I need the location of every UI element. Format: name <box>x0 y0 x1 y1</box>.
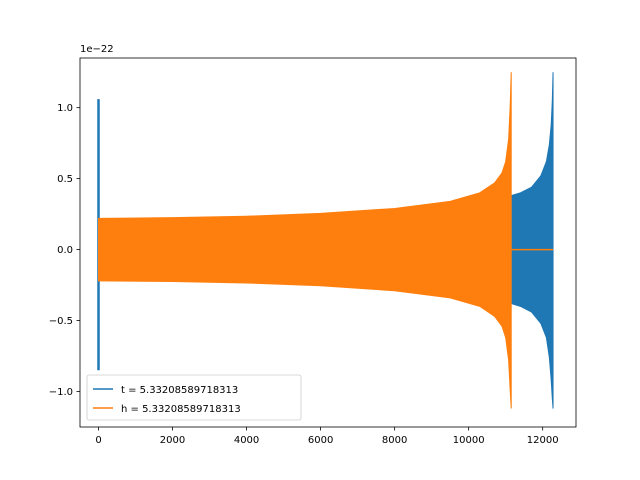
axes-frame <box>79 57 577 428</box>
legend-entry: h = 5.33208589718313 <box>121 404 241 415</box>
y-tick-label: 1.0 <box>57 103 73 114</box>
legend-box <box>86 374 302 421</box>
legend-entry: t = 5.33208589718313 <box>121 385 238 396</box>
y-tick-label: 0.5 <box>57 174 73 185</box>
series-t-oscillation-band <box>510 72 554 409</box>
y-tick-label: 0.0 <box>57 245 73 256</box>
y-scale-label: 1e−22 <box>80 44 114 55</box>
x-tick-label: 4000 <box>234 435 259 446</box>
y-axis: −1.0 −0.5 0.0 0.5 1.0 <box>49 103 80 398</box>
y-tick-label: −0.5 <box>49 316 73 327</box>
x-axis: 0 2000 4000 6000 8000 10000 12000 <box>95 427 559 446</box>
y-tick-label: −1.0 <box>49 387 73 398</box>
legend: t = 5.33208589718313 h = 5.33208589718313 <box>86 374 302 421</box>
x-tick-label: 2000 <box>160 435 185 446</box>
x-tick-label: 8000 <box>382 435 407 446</box>
series-h <box>98 72 554 409</box>
x-tick-label: 10000 <box>453 435 485 446</box>
x-tick-label: 0 <box>95 435 101 446</box>
series-h-oscillation-band <box>98 72 512 409</box>
x-tick-label: 6000 <box>308 435 333 446</box>
x-tick-label: 12000 <box>527 435 559 446</box>
plot-series <box>97 72 554 409</box>
